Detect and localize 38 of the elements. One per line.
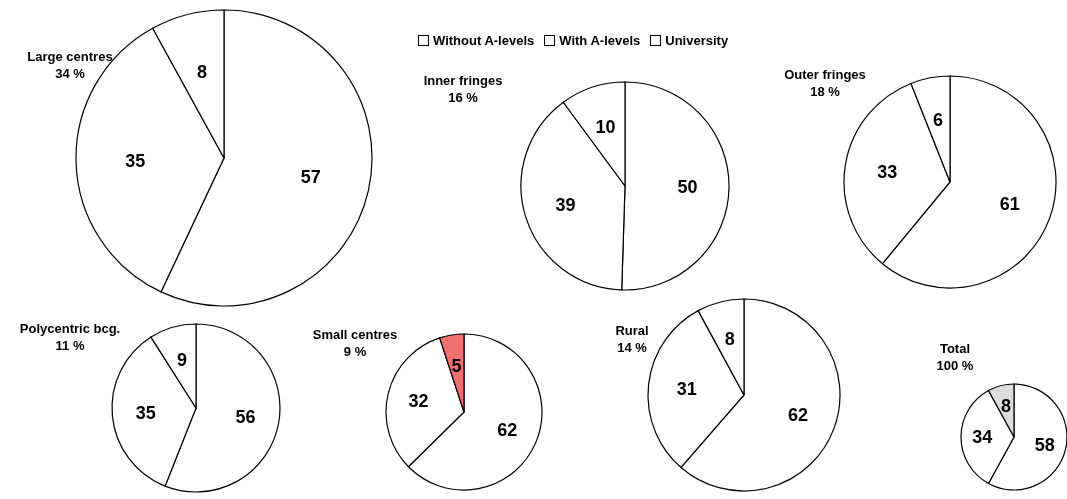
data-label: 61 [999, 193, 1020, 214]
data-label: 8 [724, 329, 735, 350]
data-label: 56 [235, 407, 256, 428]
data-label: 35 [125, 150, 146, 171]
data-label: 62 [497, 420, 518, 441]
chart-title: Polycentric bcg. [18, 320, 122, 337]
chart-title: Inner fringes [422, 72, 504, 89]
text: 16 % [447, 89, 479, 106]
data-label: 10 [595, 116, 616, 137]
data-label: 33 [877, 162, 898, 183]
data-label: 35 [135, 402, 156, 423]
data-label: 39 [555, 194, 576, 215]
text: 18 % [809, 83, 841, 100]
data-label: 5 [451, 355, 462, 376]
chart-title: Small centres [311, 326, 399, 343]
legend-label: Without A-levels [432, 33, 535, 48]
data-label: 57 [300, 167, 321, 188]
data-label: 58 [1034, 434, 1055, 455]
chart-title: Total [938, 340, 972, 357]
data-label: 62 [787, 405, 808, 426]
chart-title: Outer fringes [783, 66, 867, 83]
legend-label: University [664, 33, 729, 48]
chart-subtitle: 100 % [935, 357, 975, 374]
data-label: 50 [677, 176, 698, 197]
data-label: 8 [196, 61, 207, 82]
data-label: 9 [176, 349, 187, 370]
data-label: 32 [408, 390, 429, 411]
text: Rural [614, 322, 650, 339]
text: Large centres [26, 48, 114, 65]
data-label: 31 [676, 378, 697, 399]
text: 11 % [54, 337, 86, 354]
data-label: 6 [933, 109, 944, 130]
text: 9 % [342, 343, 368, 360]
data-label: 8 [1001, 396, 1012, 417]
data-label: 34 [972, 427, 993, 447]
text: 14 % [616, 339, 648, 356]
legend-label: With A-levels [558, 33, 641, 48]
text: 34 % [54, 65, 86, 82]
